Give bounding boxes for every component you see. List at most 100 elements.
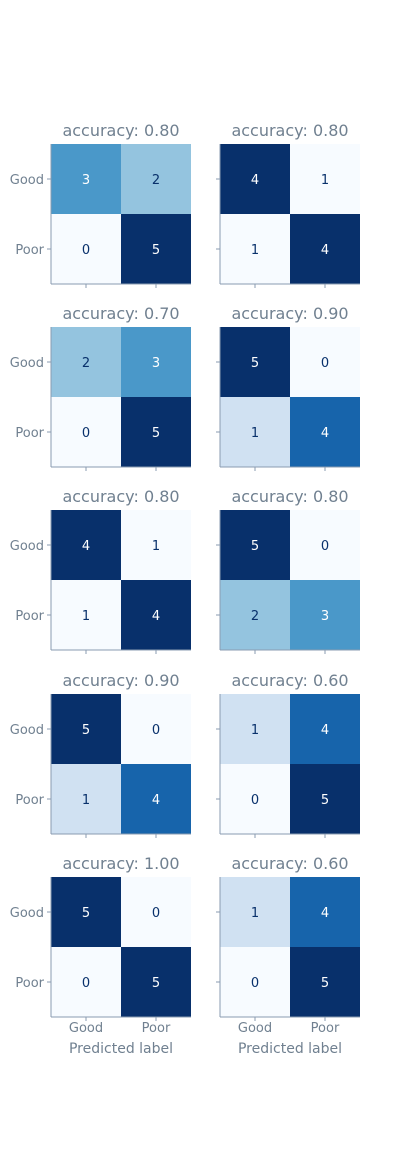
cell-r0-c1 <box>290 877 360 947</box>
cell-r0-c1 <box>121 877 191 947</box>
panel-title: accuracy: 0.90 <box>62 671 179 690</box>
cell-r0-c0 <box>220 510 290 580</box>
x-axis-label: Predicted label <box>69 1041 173 1057</box>
cell-r1-c0 <box>51 580 121 650</box>
cell-r0-c0 <box>51 694 121 764</box>
cell-value-r0-c1: 2 <box>152 173 160 188</box>
cell-r0-c1 <box>290 327 360 397</box>
panel-title: accuracy: 0.60 <box>231 854 348 873</box>
cell-value-r1-c0: 0 <box>82 243 90 258</box>
cell-value-r0-c0: 1 <box>251 906 259 921</box>
cell-value-r1-c1: 5 <box>321 793 329 808</box>
cell-r0-c0 <box>51 327 121 397</box>
cell-r0-c0 <box>51 144 121 214</box>
cell-value-r0-c0: 5 <box>82 723 90 738</box>
cell-value-r1-c1: 3 <box>321 609 329 624</box>
cell-r1-c1 <box>121 764 191 834</box>
cell-r0-c1 <box>121 144 191 214</box>
cell-value-r0-c0: 4 <box>251 173 259 188</box>
y-tick-label-good: Good <box>10 723 44 738</box>
cell-r0-c1 <box>121 510 191 580</box>
cell-value-r0-c0: 5 <box>251 539 259 554</box>
panel-title: accuracy: 0.80 <box>62 121 179 140</box>
x-axis-label: Predicted label <box>238 1041 342 1057</box>
cell-value-r0-c1: 4 <box>321 906 329 921</box>
cell-r1-c1 <box>290 397 360 467</box>
cell-r1-c0 <box>51 214 121 284</box>
panel-title: accuracy: 0.80 <box>62 487 179 506</box>
cell-value-r1-c1: 4 <box>152 609 160 624</box>
cell-r1-c1 <box>290 764 360 834</box>
cell-value-r1-c0: 2 <box>251 609 259 624</box>
panel-title: accuracy: 0.80 <box>231 487 348 506</box>
y-tick-label-poor: Poor <box>15 609 44 624</box>
cell-r1-c1 <box>290 947 360 1017</box>
cell-r1-c0 <box>51 764 121 834</box>
cell-value-r1-c1: 4 <box>152 793 160 808</box>
y-tick-label-good: Good <box>10 173 44 188</box>
cell-value-r1-c0: 1 <box>251 243 259 258</box>
cell-value-r0-c0: 5 <box>82 906 90 921</box>
y-tick-label-good: Good <box>10 539 44 554</box>
cell-value-r1-c1: 5 <box>152 243 160 258</box>
cell-r1-c1 <box>121 397 191 467</box>
cell-value-r1-c0: 0 <box>82 976 90 991</box>
x-tick-label-good: Good <box>69 1021 103 1036</box>
cell-value-r1-c0: 1 <box>251 426 259 441</box>
cell-value-r1-c0: 0 <box>82 426 90 441</box>
cell-r0-c1 <box>290 144 360 214</box>
cell-r0-c0 <box>220 327 290 397</box>
confusion-matrix-6: 5 0 2 3 accuracy: 0.80 <box>216 487 360 654</box>
cell-value-r0-c1: 1 <box>152 539 160 554</box>
cell-r1-c0 <box>220 947 290 1017</box>
panel-title: accuracy: 1.00 <box>62 854 179 873</box>
cell-r1-c0 <box>220 764 290 834</box>
cell-value-r0-c1: 0 <box>321 539 329 554</box>
confusion-matrix-4: 5 0 1 4 accuracy: 0.90 <box>216 304 360 471</box>
cell-value-r0-c1: 1 <box>321 173 329 188</box>
y-tick-label-poor: Poor <box>15 793 44 808</box>
cell-value-r1-c0: 1 <box>82 793 90 808</box>
cell-r1-c0 <box>220 397 290 467</box>
cell-r1-c0 <box>51 947 121 1017</box>
cell-r0-c0 <box>51 877 121 947</box>
cell-r0-c0 <box>220 694 290 764</box>
cell-value-r0-c0: 2 <box>82 356 90 371</box>
confusion-matrix-5: 4 1 1 4 Good Poor accuracy: 0.80 <box>10 487 191 654</box>
cell-r0-c0 <box>220 144 290 214</box>
cell-value-r0-c1: 3 <box>152 356 160 371</box>
cell-r1-c1 <box>290 580 360 650</box>
cell-r0-c0 <box>51 510 121 580</box>
y-tick-label-good: Good <box>10 356 44 371</box>
cell-value-r0-c1: 4 <box>321 723 329 738</box>
confusion-matrix-1: 3 2 0 5 Good Poor accuracy: 0.80 <box>10 121 191 288</box>
cell-r0-c1 <box>121 694 191 764</box>
cell-value-r0-c0: 1 <box>251 723 259 738</box>
cell-value-r0-c1: 0 <box>152 723 160 738</box>
y-tick-label-poor: Poor <box>15 976 44 991</box>
cell-r0-c1 <box>290 694 360 764</box>
cell-r1-c1 <box>121 947 191 1017</box>
y-tick-label-poor: Poor <box>15 426 44 441</box>
cell-value-r1-c1: 4 <box>321 243 329 258</box>
cell-r1-c0 <box>51 397 121 467</box>
panel-title: accuracy: 0.70 <box>62 304 179 323</box>
y-tick-label-good: Good <box>10 906 44 921</box>
panel-title: accuracy: 0.90 <box>231 304 348 323</box>
confusion-matrix-8: 1 4 0 5 accuracy: 0.60 <box>216 671 360 838</box>
cell-value-r0-c1: 0 <box>321 356 329 371</box>
cell-r1-c0 <box>220 214 290 284</box>
cell-value-r0-c0: 4 <box>82 539 90 554</box>
confusion-matrix-2: 4 1 1 4 accuracy: 0.80 <box>216 121 360 288</box>
cell-value-r1-c1: 5 <box>152 426 160 441</box>
cell-r1-c1 <box>121 580 191 650</box>
cell-r0-c0 <box>220 877 290 947</box>
x-tick-label-good: Good <box>238 1021 272 1036</box>
cell-r1-c0 <box>220 580 290 650</box>
confusion-matrix-7: 5 0 1 4 Good Poor accuracy: 0.90 <box>10 671 191 838</box>
cell-value-r1-c0: 0 <box>251 793 259 808</box>
cell-r0-c1 <box>290 510 360 580</box>
cell-r0-c1 <box>121 327 191 397</box>
